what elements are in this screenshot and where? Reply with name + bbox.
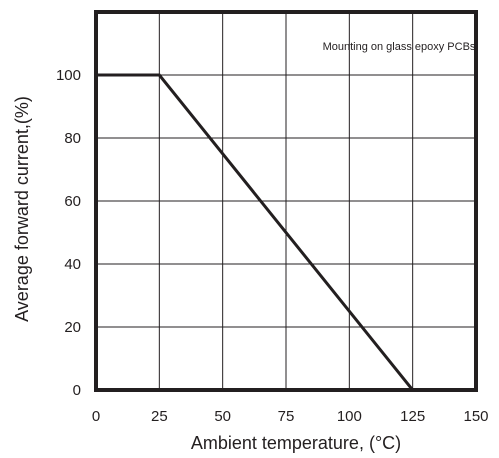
grid (96, 12, 476, 390)
y-tick-label: 60 (64, 193, 81, 210)
x-axis-label: Ambient temperature, (°C) (191, 433, 401, 453)
x-tick-label: 50 (214, 408, 231, 425)
plot-frame (94, 10, 478, 392)
y-tick-label: 80 (64, 130, 81, 147)
x-tick-label: 75 (278, 408, 295, 425)
y-axis-label: Average forward current,(%) (12, 96, 32, 322)
y-tick-labels: 0 20 40 60 80 100 (56, 67, 81, 399)
y-tick-label: 40 (64, 256, 81, 273)
x-tick-label: 125 (400, 408, 425, 425)
series-layer (96, 73, 414, 391)
x-tick-label: 150 (463, 408, 488, 425)
x-tick-label: 100 (337, 408, 362, 425)
x-tick-labels: 0 25 50 75 100 125 150 (92, 408, 489, 425)
series-line-0 (96, 73, 414, 391)
x-tick-label: 0 (92, 408, 100, 425)
y-tick-label: 100 (56, 67, 81, 84)
annotation-mounting: Mounting on glass epoxy PCBs (323, 41, 476, 53)
x-tick-label: 25 (151, 408, 168, 425)
y-tick-label: 0 (73, 382, 81, 399)
y-tick-label: 20 (64, 319, 81, 336)
